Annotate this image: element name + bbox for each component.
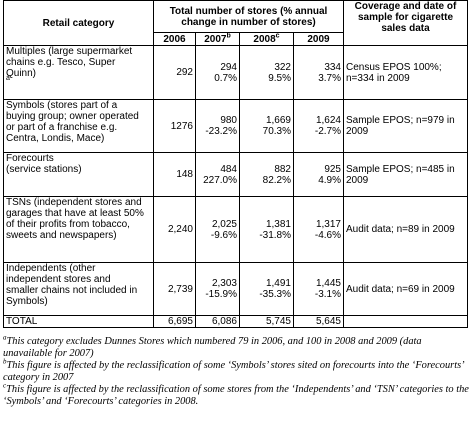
percent-change: -9.6% bbox=[210, 229, 237, 241]
percent-change: -2.7% bbox=[314, 126, 341, 137]
percent-change: 0.7% bbox=[214, 72, 237, 84]
percent-change: -31.8% bbox=[259, 229, 291, 241]
store-count: 882 bbox=[274, 163, 291, 175]
footnote-marker: a bbox=[3, 333, 7, 342]
store-count: 334 bbox=[324, 61, 341, 73]
footnote-marker: b bbox=[3, 357, 7, 366]
table-row: Forecourts (service stations) 148 484 227.0%… bbox=[3, 152, 468, 197]
percent-change: 9.5% bbox=[268, 72, 291, 84]
table-header-row: Retail category Total number of stores (… bbox=[3, 0, 468, 46]
category-cell: Multiples (large supermarket chains e.g. … bbox=[3, 45, 154, 100]
coverage-cell: Audit data; n=69 in 2009 bbox=[343, 262, 468, 316]
store-count: 1,381 bbox=[265, 218, 291, 230]
value-2006: 292 bbox=[153, 45, 196, 100]
store-count: 1,624 bbox=[315, 115, 341, 126]
total-row: TOTAL 6,695 6,086 5,745 5,645 bbox=[3, 315, 468, 328]
percent-change: 3.7% bbox=[318, 72, 341, 84]
header-total-stores: Total number of stores (% annual change … bbox=[153, 0, 344, 33]
percent-change: -3.1% bbox=[314, 289, 341, 300]
store-count: 2,025 bbox=[211, 218, 237, 230]
store-count: 484 bbox=[220, 163, 237, 175]
value-2009: 334 3.7% bbox=[293, 45, 344, 100]
store-count: 1,445 bbox=[315, 278, 341, 289]
footnote-text: This figure is affected by the reclassif… bbox=[3, 360, 464, 384]
table-row: Multiples (large supermarket chains e.g. … bbox=[3, 45, 468, 100]
footnote: bThis figure is affected by the reclassi… bbox=[3, 357, 473, 384]
footnote: aThis category excludes Dunnes Stores wh… bbox=[3, 333, 473, 360]
table-row: Independents (other independent stores an… bbox=[3, 262, 468, 316]
store-count: 2,303 bbox=[211, 278, 237, 289]
store-count: 1,669 bbox=[265, 115, 291, 126]
value-2006: 2,739 bbox=[153, 262, 196, 316]
value-2008: 322 9.5% bbox=[239, 45, 294, 100]
footnote-text: This figure is affected by the reclassif… bbox=[3, 384, 469, 408]
footnotes: aThis category excludes Dunnes Stores wh… bbox=[3, 333, 473, 409]
value-2008: 1,381 -31.8% bbox=[239, 196, 294, 263]
value-2006: 1276 bbox=[153, 99, 196, 153]
year-header-row: 2006 2007b 2008c 2009 bbox=[4, 32, 468, 46]
category-cell: Forecourts (service stations) bbox=[3, 152, 154, 197]
value-2006: 2,240 bbox=[153, 196, 196, 263]
value-2008: 1,491 -35.3% bbox=[239, 262, 294, 316]
percent-change: -35.3% bbox=[259, 289, 291, 300]
year-header: 2009 bbox=[293, 32, 344, 46]
value-2009: 925 4.9% bbox=[293, 152, 344, 197]
total-2007: 6,086 bbox=[195, 315, 240, 328]
year-header: 2006 bbox=[153, 32, 196, 46]
footnote: cThis figure is affected by the reclassi… bbox=[3, 381, 473, 408]
value-2009: 1,624 -2.7% bbox=[293, 99, 344, 153]
coverage-cell: Sample EPOS; n=485 in 2009 bbox=[343, 152, 468, 197]
store-count: 980 bbox=[220, 115, 237, 126]
store-count: 1,491 bbox=[265, 278, 291, 289]
value-2007: 484 227.0% bbox=[195, 152, 240, 197]
value-2008: 882 82.2% bbox=[239, 152, 294, 197]
category-cell: Independents (other independent stores an… bbox=[3, 262, 154, 316]
percent-change: -23.2% bbox=[205, 126, 237, 137]
header-coverage: Coverage and date of sample for cigarett… bbox=[343, 0, 468, 46]
footnote-text: This category excludes Dunnes Stores whi… bbox=[3, 336, 422, 360]
percent-change: -15.9% bbox=[205, 289, 237, 300]
store-count: 322 bbox=[274, 61, 291, 73]
coverage-cell: Sample EPOS; n=979 in 2009 bbox=[343, 99, 468, 153]
value-2007: 2,025 -9.6% bbox=[195, 196, 240, 263]
percent-change: -4.6% bbox=[314, 229, 341, 241]
year-header: 2007b bbox=[195, 32, 240, 46]
footnote-marker: c bbox=[3, 381, 7, 390]
value-2009: 1,445 -3.1% bbox=[293, 262, 344, 316]
value-2007: 294 0.7% bbox=[195, 45, 240, 100]
header-retail-category: Retail category bbox=[3, 0, 154, 46]
percent-change: 70.3% bbox=[262, 126, 291, 137]
value-2008: 1,669 70.3% bbox=[239, 99, 294, 153]
store-count: 294 bbox=[220, 61, 237, 73]
store-count: 925 bbox=[324, 163, 341, 175]
total-label: TOTAL bbox=[3, 315, 154, 328]
percent-change: 4.9% bbox=[318, 174, 341, 186]
table-row: Symbols (stores part of a buying group; o… bbox=[3, 99, 468, 153]
coverage-cell: Census EPOS 100%; n=334 in 2009 bbox=[343, 45, 468, 100]
retail-stores-table: Retail category Total number of stores (… bbox=[3, 0, 468, 328]
total-2009: 5,645 bbox=[293, 315, 344, 328]
value-2007: 980 -23.2% bbox=[195, 99, 240, 153]
value-2006: 148 bbox=[153, 152, 196, 197]
total-coverage-empty bbox=[343, 315, 468, 328]
year-header: 2008c bbox=[239, 32, 294, 46]
percent-change: 227.0% bbox=[203, 174, 237, 186]
store-count: 1,317 bbox=[315, 218, 341, 230]
total-2006: 6,695 bbox=[153, 315, 196, 328]
year-footnote-marker: b bbox=[226, 32, 231, 40]
year-footnote-marker: c bbox=[275, 32, 280, 40]
total-2008: 5,745 bbox=[239, 315, 294, 328]
coverage-cell: Audit data; n=89 in 2009 bbox=[343, 196, 468, 263]
category-cell: TSNs (independent stores and garages that… bbox=[3, 196, 154, 263]
value-2009: 1,317 -4.6% bbox=[293, 196, 344, 263]
table-row: TSNs (independent stores and garages that… bbox=[3, 196, 468, 263]
category-cell: Symbols (stores part of a buying group; o… bbox=[3, 99, 154, 153]
percent-change: 82.2% bbox=[262, 174, 291, 186]
value-2007: 2,303 -15.9% bbox=[195, 262, 240, 316]
